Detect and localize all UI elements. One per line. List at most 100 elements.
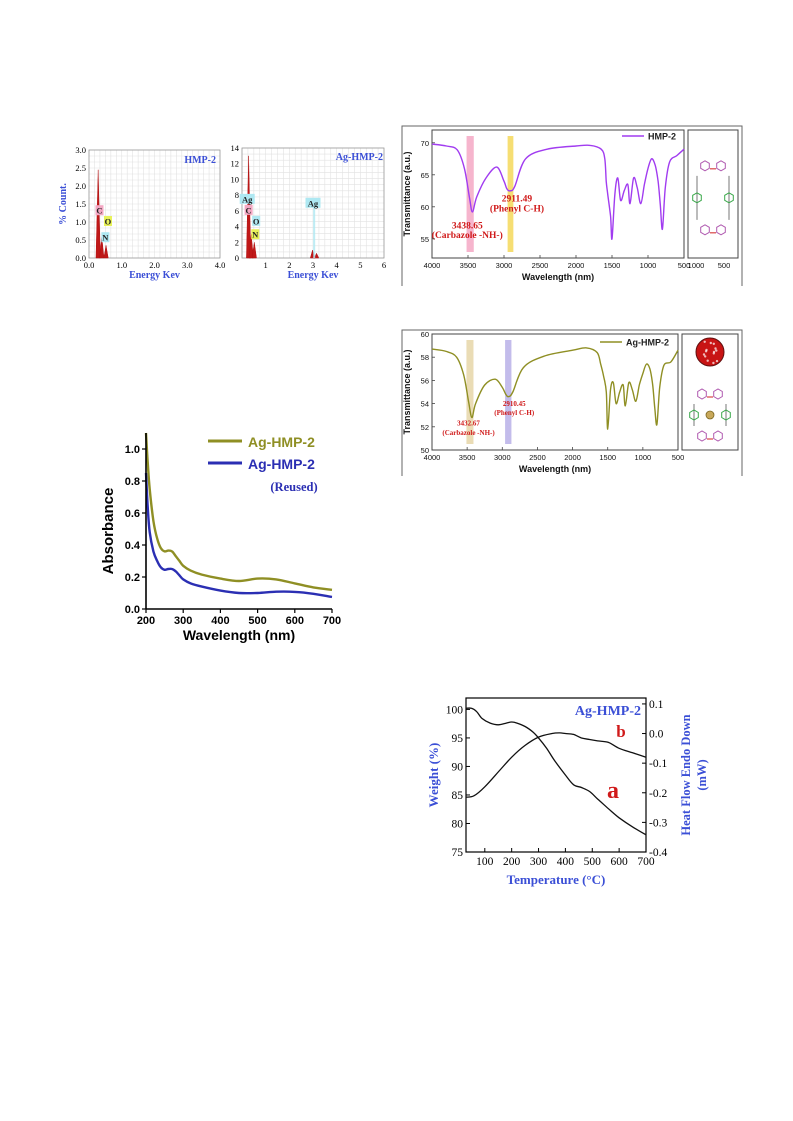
highlight-band	[507, 136, 514, 252]
x-tick-label: 2.0	[149, 260, 160, 270]
x-tick-label: 2000	[568, 261, 585, 270]
y-tick-label: 2	[235, 237, 239, 247]
y-tick-label: 3.0	[75, 145, 86, 155]
element-label: C	[96, 206, 102, 216]
x-tick-label: 6	[382, 260, 386, 270]
y-right-axis-unit: (mW)	[695, 759, 709, 790]
carbazole-bottom-ring	[700, 224, 710, 236]
element-label: Ag	[308, 198, 319, 208]
nanoparticle-dot	[714, 347, 717, 350]
phenyl-ring	[724, 192, 734, 204]
y-tick-label: 0.6	[125, 508, 140, 520]
x-tick-label: 3.0	[182, 260, 193, 270]
y-tick-label: 0.5	[75, 235, 86, 245]
curve-label-a: a	[607, 778, 619, 804]
edx-peak	[251, 242, 257, 259]
x-tick-label: 0.0	[84, 260, 95, 270]
y-tick-label: 70	[421, 139, 429, 148]
plot-frame	[431, 333, 679, 451]
nanoparticle-dot	[712, 342, 715, 345]
y-tick-label: 52	[421, 423, 429, 432]
peak-annotation: (Carbazole -NH-)	[442, 429, 495, 437]
peak-annotation: (Phenyl C-H)	[494, 409, 535, 417]
x-tick-label: 3000	[494, 453, 511, 462]
element-label-box	[251, 229, 260, 240]
x-tick-label: 2500	[529, 453, 546, 462]
element-label: N	[252, 230, 259, 240]
x-tick-label: 400	[557, 856, 575, 868]
y-tick-label: 0.8	[125, 476, 140, 488]
legend-label: Ag-HMP-2	[626, 338, 669, 348]
y-tick-label: 1.5	[75, 199, 86, 209]
y-axis-label: Weight (%)	[426, 743, 441, 808]
peak-annotation: (Phenyl C-H)	[490, 203, 544, 214]
y-tick-label: 80	[452, 818, 464, 830]
peak-annotation: (Carbazole -NH-)	[432, 230, 503, 241]
nanoparticle-dot	[703, 340, 706, 343]
y-axis-label: % Count.	[58, 183, 69, 225]
y-right-tick-label: 0.0	[649, 729, 664, 741]
x-tick-label: 500	[248, 615, 266, 627]
x-tick-label: 1500	[604, 261, 621, 270]
y-right-tick-label: -0.3	[649, 817, 667, 829]
nanoparticle-dot	[709, 341, 712, 345]
x-tick-label: 2000	[564, 453, 581, 462]
element-label-box	[244, 204, 253, 215]
y-tick-label: 0.0	[125, 604, 140, 616]
y-tick-label: 95	[452, 733, 464, 745]
y-tick-label: 50	[421, 446, 429, 455]
y-tick-label: 0.4	[125, 540, 141, 552]
element-label-box	[252, 215, 261, 226]
x-tick-label: 4000	[424, 453, 441, 462]
x-tick-label: 1000	[635, 453, 652, 462]
nanoparticle-dot	[712, 352, 715, 355]
phenyl-ring	[689, 409, 699, 421]
y-tick-label: 58	[421, 353, 429, 362]
legend-label: Ag-HMP-2	[248, 456, 315, 472]
nanoparticle-dot	[712, 361, 715, 365]
legend-label: HMP-2	[648, 132, 676, 142]
x-tick-label: 3000	[496, 261, 513, 270]
y-axis-label: Transmittance (a.u.)	[402, 349, 412, 434]
edx-hmp2-chart: C O N 0.0 1.0 2.0 3.0 4.0 0.0 0.5 1.0 1.5 2.0 2.5 3.0 H…	[56, 140, 231, 285]
x-tick-label: 500	[718, 261, 731, 270]
peak-annotation: 3432.67	[457, 420, 480, 428]
curve-label-b: b	[616, 722, 625, 741]
x-tick-label: 4000	[424, 261, 441, 270]
x-axis-label: Energy Kev	[129, 270, 180, 281]
y-right-tick-label: -0.4	[649, 847, 667, 859]
y-tick-label: 56	[421, 376, 429, 385]
nanoparticle-dot	[715, 349, 718, 352]
ag-marker	[313, 206, 316, 258]
chart-title: HMP-2	[184, 155, 216, 166]
carbazole-bottom-ring	[716, 224, 726, 236]
x-tick-label: 1.0	[116, 260, 127, 270]
x-tick-label: 700	[323, 615, 341, 627]
edx-peak	[103, 245, 109, 259]
y-tick-label: 4	[235, 222, 240, 232]
y-tick-label: 2.0	[75, 181, 86, 191]
y-tick-label: 0.0	[75, 253, 86, 263]
x-tick-label: 200	[137, 615, 155, 627]
element-label: O	[253, 216, 260, 226]
element-label: O	[105, 217, 112, 227]
uv-vis-chart: 200 300 400 500 600 700 0.0 0.2 0.4 0.6 0.8 1.0 Wave…	[96, 425, 346, 643]
y-tick-label: 8	[235, 190, 239, 200]
x-axis-label: Wavelength (nm)	[183, 627, 295, 643]
chart-title: Ag-HMP-2	[336, 152, 383, 163]
y-tick-label: 12	[231, 159, 240, 169]
ag-atom	[705, 410, 715, 420]
y-tick-label: 65	[421, 171, 429, 180]
carbazole-top-ring	[700, 160, 710, 172]
highlight-band	[505, 340, 512, 444]
y-tick-label: 6	[235, 206, 239, 216]
x-tick-label: 3500	[459, 453, 476, 462]
x-axis-label: Wavelength (nm)	[519, 464, 591, 474]
y-tick-label: 100	[446, 704, 464, 716]
tga-dsc-chart: 100 200 300 400 500 600 700 100 95 90 85 80 75 0.1 0.0…	[408, 690, 713, 902]
y-tick-label: 75	[452, 847, 464, 859]
element-label-box	[101, 232, 110, 243]
tga-weight-line	[465, 707, 647, 836]
y-tick-label: 55	[421, 235, 429, 244]
y-right-tick-label: -0.2	[649, 788, 667, 800]
